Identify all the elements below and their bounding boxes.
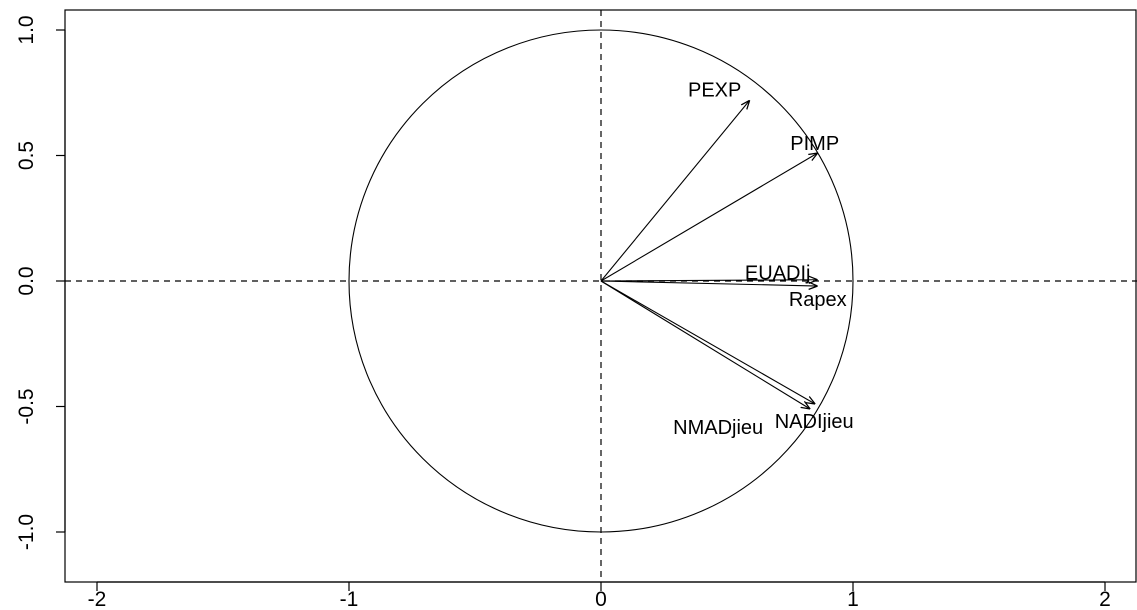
vectors-layer — [600, 100, 818, 409]
vector-label-pimp: PIMP — [790, 133, 839, 155]
y-tick-label: 1.0 — [15, 15, 38, 44]
vector-arrow-euadij — [600, 280, 818, 281]
vector-label-euadij: EUADIj — [745, 263, 811, 285]
y-tick-label: -0.5 — [15, 388, 38, 424]
x-tick-label: 0 — [595, 588, 607, 610]
y-axis: -1.0 -0.5 0.0 0.5 1.0 — [15, 15, 66, 550]
y-tick-label: -1.0 — [15, 514, 38, 550]
vector-label-rapex: Rapex — [789, 289, 847, 311]
reference-lines-layer — [65, 10, 1137, 582]
vector-arrow-pimp — [600, 153, 818, 282]
vector-arrow-rapex — [600, 280, 818, 286]
x-axis: -2 -1 0 1 2 — [88, 581, 1111, 610]
y-tick-label: 0.5 — [15, 141, 38, 170]
unit-circle — [348, 29, 854, 533]
vector-arrow-pexp — [600, 100, 750, 282]
vector-arrow-nadijieu — [600, 280, 815, 404]
x-tick-label: 1 — [847, 588, 859, 610]
vector-label-nmadjieu: NMADjieu — [673, 417, 763, 439]
y-tick-label: 0.0 — [15, 266, 38, 295]
vector-label-pexp: PEXP — [688, 79, 741, 101]
vector-arrow-nmadjieu — [600, 280, 810, 409]
x-tick-label: 2 — [1099, 588, 1111, 610]
unit-circle-layer — [348, 29, 854, 533]
vector-label-nadijieu: NADIjieu — [775, 411, 854, 433]
x-tick-label: -2 — [88, 588, 107, 610]
vector-labels-layer: PEXP PIMP EUADIj Rapex NADIjieu NMADjieu — [673, 79, 854, 439]
x-tick-label: -1 — [340, 588, 359, 610]
